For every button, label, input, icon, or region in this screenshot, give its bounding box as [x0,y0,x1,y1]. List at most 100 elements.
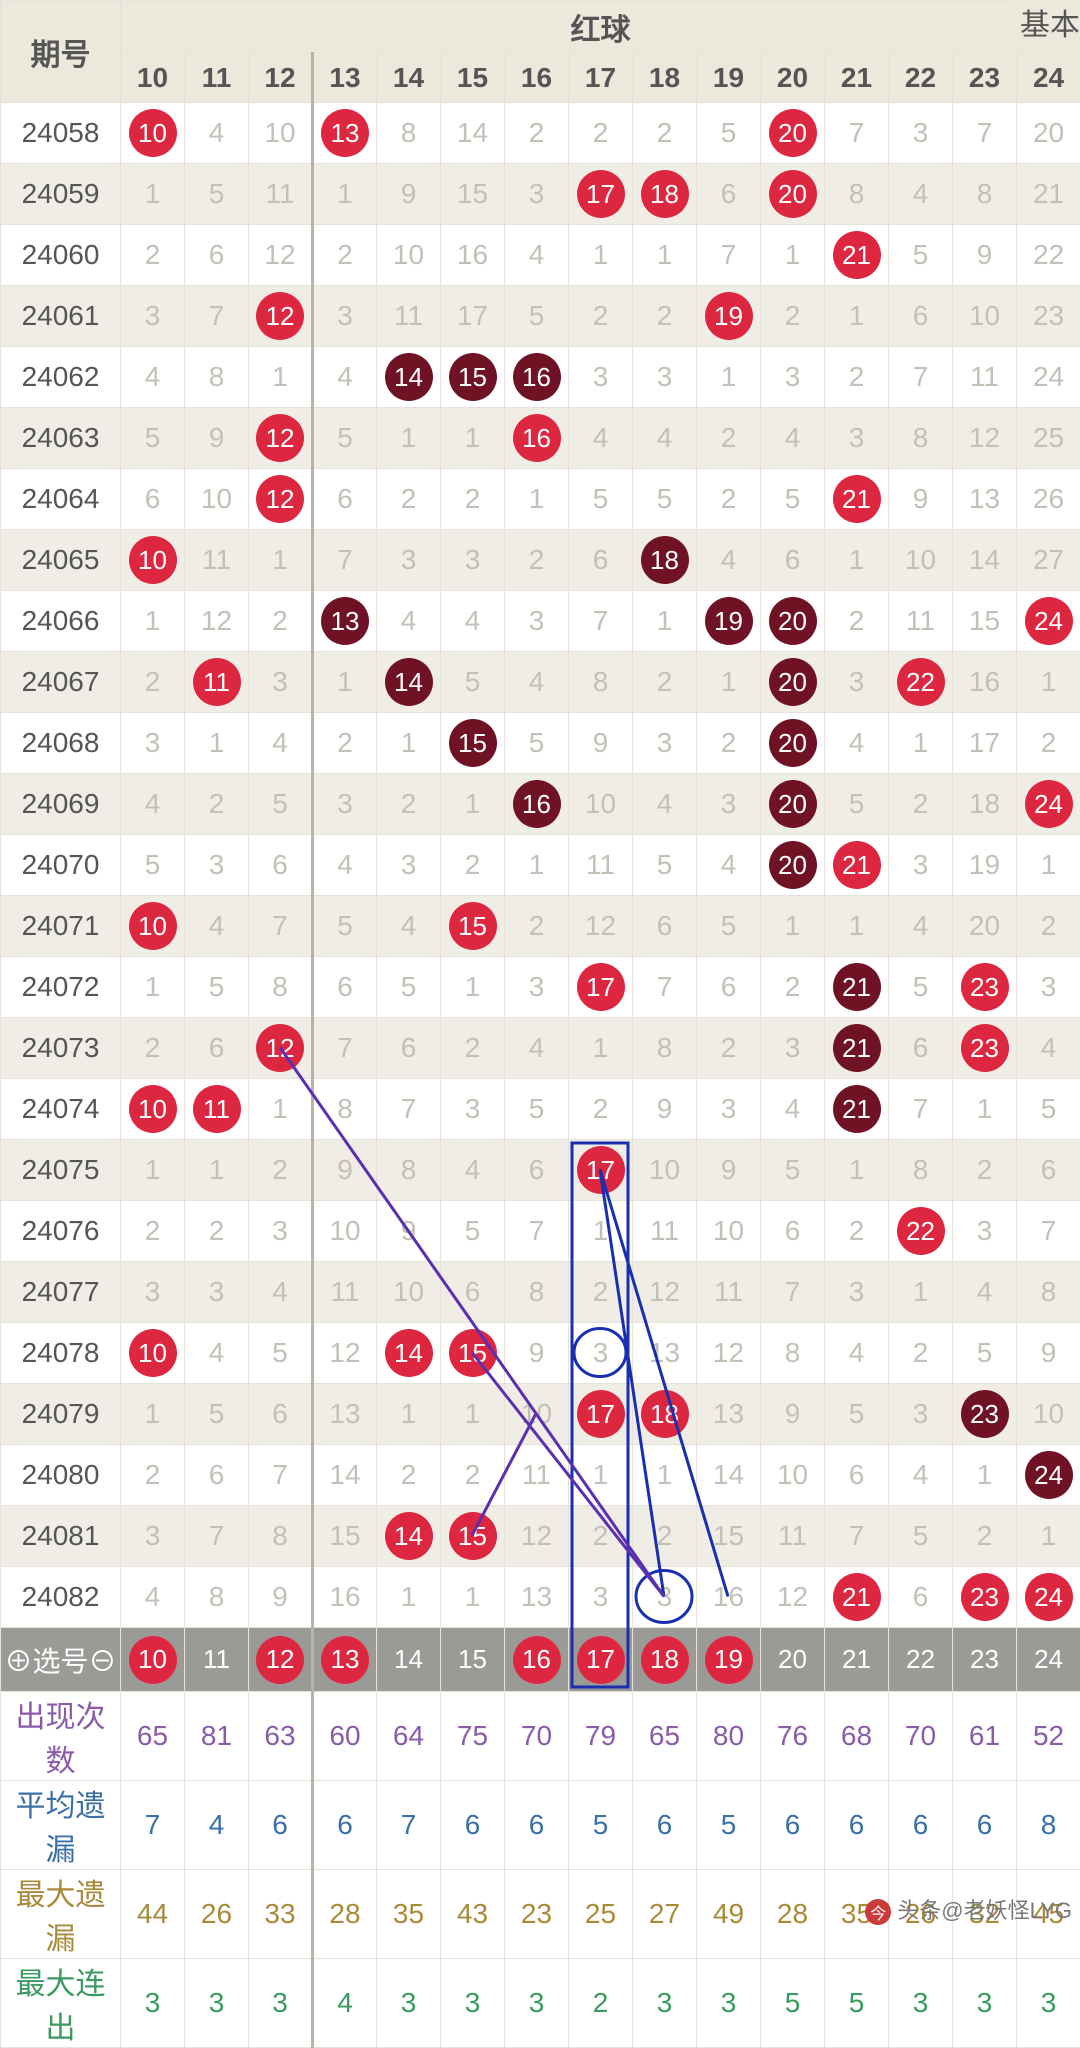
tab-basic[interactable]: 基本 [1012,0,1080,52]
miss-cell: 12 [697,1323,761,1384]
miss-cell: 1 [313,652,377,713]
miss-cell: 9 [377,164,441,225]
miss-cell: 6 [697,164,761,225]
select-cell[interactable]: 20 [761,1628,825,1692]
miss-cell: 6 [761,530,825,591]
miss-cell: 13 [505,1567,569,1628]
miss-cell: 2 [121,1201,185,1262]
miss-cell: 15 [441,164,505,225]
miss-cell: 5 [313,896,377,957]
miss-cell: 1 [633,591,697,652]
miss-cell: 2 [633,286,697,347]
hit-cell: 15 [441,713,505,774]
select-cell[interactable]: 11 [185,1628,249,1692]
hit-cell: 10 [121,103,185,164]
hit-cell: 11 [185,652,249,713]
miss-cell: 1 [569,225,633,286]
miss-cell: 1 [121,1384,185,1445]
miss-cell: 11 [697,1262,761,1323]
select-cell[interactable]: 10 [121,1628,185,1692]
miss-cell: 6 [761,1201,825,1262]
select-cell[interactable]: 21 [825,1628,889,1692]
select-cell[interactable]: 14 [377,1628,441,1692]
miss-cell: 4 [825,713,889,774]
hit-cell: 15 [441,347,505,408]
miss-cell: 1 [505,835,569,896]
miss-cell: 1 [377,713,441,774]
select-cell[interactable]: 23 [953,1628,1017,1692]
miss-cell: 1 [121,591,185,652]
miss-cell: 7 [249,896,313,957]
miss-cell: 4 [505,652,569,713]
header-col-16: 16 [505,53,569,103]
select-label[interactable]: ⊕选号⊖ [1,1628,121,1692]
miss-cell: 6 [249,835,313,896]
miss-cell: 14 [953,530,1017,591]
stat-cell: 68 [825,1692,889,1781]
issue-cell: 24073 [1,1018,121,1079]
miss-cell: 10 [377,1262,441,1323]
hit-cell: 21 [825,835,889,896]
miss-cell: 19 [953,835,1017,896]
miss-cell: 8 [185,347,249,408]
miss-cell: 2 [889,1323,953,1384]
miss-cell: 2 [697,713,761,774]
miss-cell: 8 [185,1567,249,1628]
miss-cell: 3 [697,774,761,835]
issue-cell: 24077 [1,1262,121,1323]
miss-cell: 7 [953,103,1017,164]
miss-cell: 3 [313,774,377,835]
select-cell[interactable]: 18 [633,1628,697,1692]
select-row[interactable]: ⊕选号⊖101112131415161718192021222324 [1,1628,1080,1692]
stat-cell: 3 [953,1959,1017,2048]
miss-cell: 4 [761,408,825,469]
miss-cell: 4 [441,1140,505,1201]
miss-cell: 6 [697,957,761,1018]
miss-cell: 12 [249,225,313,286]
miss-cell: 1 [697,347,761,408]
miss-cell: 5 [761,469,825,530]
miss-cell: 6 [185,1018,249,1079]
hit-cell: 21 [825,1079,889,1140]
stat-cell: 2 [569,1959,633,2048]
select-cell[interactable]: 15 [441,1628,505,1692]
hit-cell: 10 [121,530,185,591]
select-cell[interactable]: 16 [505,1628,569,1692]
hit-cell: 17 [569,957,633,1018]
select-cell[interactable]: 13 [313,1628,377,1692]
miss-cell: 11 [569,835,633,896]
stat-cell: 35 [377,1870,441,1959]
miss-cell: 6 [825,1445,889,1506]
miss-cell: 1 [441,1567,505,1628]
miss-cell: 3 [953,1201,1017,1262]
select-cell[interactable]: 12 [249,1628,313,1692]
stat-cell: 44 [121,1870,185,1959]
miss-cell: 8 [569,652,633,713]
miss-cell: 13 [953,469,1017,530]
select-cell[interactable]: 19 [697,1628,761,1692]
select-cell[interactable]: 22 [889,1628,953,1692]
issue-cell: 24071 [1,896,121,957]
miss-cell: 5 [889,225,953,286]
miss-cell: 10 [249,103,313,164]
stat-cell: 76 [761,1692,825,1781]
issue-cell: 24059 [1,164,121,225]
select-cell[interactable]: 17 [569,1628,633,1692]
stat-cell: 70 [505,1692,569,1781]
select-cell[interactable]: 24 [1017,1628,1080,1692]
stat-cell: 28 [761,1870,825,1959]
stat-cell: 3 [697,1959,761,2048]
stat-cell: 80 [697,1692,761,1781]
miss-cell: 9 [953,225,1017,286]
miss-cell: 7 [185,1506,249,1567]
miss-cell: 8 [633,1018,697,1079]
miss-cell: 10 [633,1140,697,1201]
miss-cell: 17 [441,286,505,347]
stat-cell: 7 [377,1781,441,1870]
miss-cell: 7 [889,1079,953,1140]
table-row: 240661122134437119202111524 [1,591,1080,652]
miss-cell: 6 [569,530,633,591]
stat-cell: 5 [697,1781,761,1870]
miss-cell: 1 [441,408,505,469]
table-row: 2406721131145482120322161 [1,652,1080,713]
